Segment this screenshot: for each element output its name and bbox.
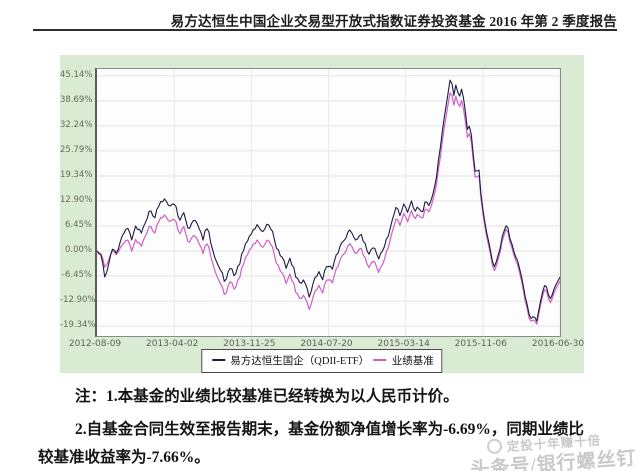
benchmark-line-swatch (373, 359, 387, 361)
y-axis-tick-label: 0.00% (64, 245, 92, 255)
x-axis-tick-label: 2015-11-06 (454, 339, 507, 349)
benchmark-line (97, 92, 560, 325)
x-axis-tick-label: 2013-11-25 (223, 339, 276, 349)
plot-area (95, 68, 561, 337)
chart-canvas (97, 69, 560, 336)
y-axis-tick-label: -12.90% (60, 295, 96, 306)
y-axis-tick-label: 45.14% (60, 69, 93, 80)
fund-legend-label: 易方达恒生国企（QDII-ETF） (230, 356, 370, 367)
y-axis-tick-label: 38.69% (60, 94, 93, 105)
y-axis-tick-label: 12.90% (60, 194, 93, 205)
y-axis-tick-label: 25.79% (60, 144, 93, 155)
y-axis-tick-label: 6.45% (64, 219, 92, 230)
y-axis-tick-label: -6.45% (61, 270, 92, 281)
y-axis-tick-label: 19.34% (60, 169, 93, 180)
note-line-1: 注：1.本基金的业绩比较基准已经转换为以人民币计价。 (75, 388, 459, 405)
x-axis-tick-label: 2012-08-09 (68, 339, 122, 349)
performance-chart: 45.14% 38.69% 32.24% 25.79% 19.34% 12.90% 6.45… (60, 55, 584, 373)
y-axis-tick-label: -19.34% (60, 320, 96, 331)
x-axis-tick-label: 2016-06-30 (531, 339, 585, 349)
x-axis-tick-label: 2015-03-14 (377, 339, 430, 349)
report-title: 易方达恒生中国企业交易型开放式指数证券投资基金 2016 年第 2 季度报告 (170, 14, 617, 29)
note-line-3: 较基准收益率为-7.66%。 (38, 449, 210, 466)
x-axis-tick-label: 2014-07-20 (300, 339, 353, 349)
fund-line (97, 79, 560, 322)
title-rule (33, 29, 617, 31)
x-axis-tick-label: 2013-04-02 (146, 339, 199, 349)
chart-legend: 易方达恒生国企（QDII-ETF） 业绩基准 (201, 349, 443, 373)
fund-line-swatch (212, 359, 226, 361)
y-axis-tick-label: 32.24% (60, 119, 93, 130)
note-line-2: 2.自基金合同生效至报告期末，基金份额净值增长率为-6.69%，同期业绩比 (75, 421, 584, 438)
benchmark-legend-label: 业绩基准 (391, 356, 434, 367)
